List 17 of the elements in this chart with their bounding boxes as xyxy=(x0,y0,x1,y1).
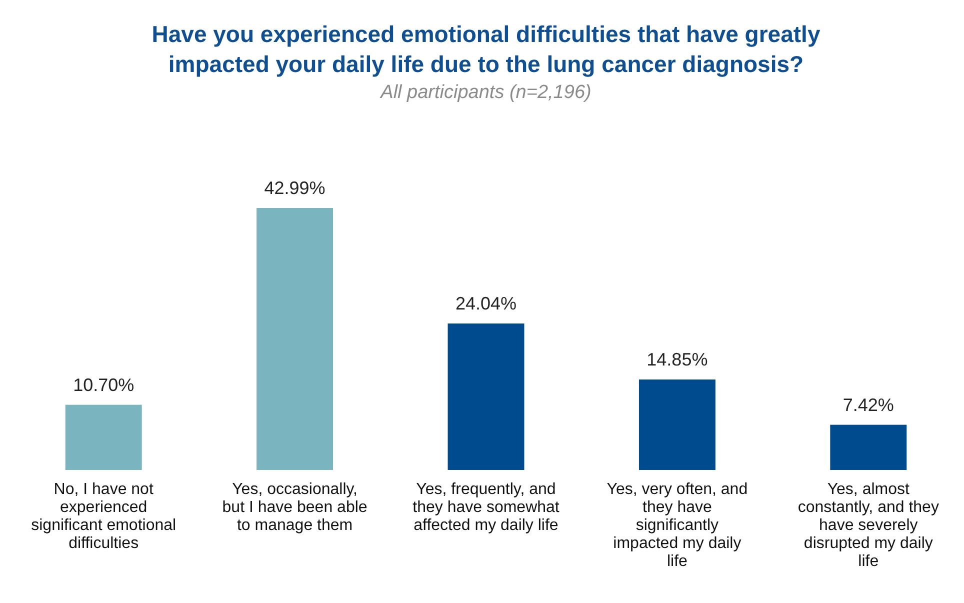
bar xyxy=(448,323,524,470)
x-tick-label: Yes, almost constantly, and they have severely disrupted my daily life xyxy=(798,481,939,570)
bar xyxy=(256,208,334,470)
x-tick-label: Yes, very often, and they have significantly impacted my daily life xyxy=(606,481,748,570)
bar xyxy=(638,380,716,470)
bar xyxy=(830,424,907,470)
chart-subtitle: All participants (n=2,196) xyxy=(380,82,592,103)
data-label: 10.70% xyxy=(73,374,134,395)
chart-title: Have you experienced emotional difficulties that have greatly impacted your daily life due to the lung cancer diagnosis? xyxy=(152,21,820,77)
bar xyxy=(65,404,142,470)
data-label: 7.42% xyxy=(842,394,894,415)
data-label: 24.04% xyxy=(455,293,517,314)
x-tick-label: Yes, frequently, and they have somewhat affected my daily life xyxy=(412,481,560,534)
data-label: 14.85% xyxy=(646,350,708,370)
x-tick-label: Yes, occasionally, but I have been able to manage them xyxy=(222,481,368,534)
x-tick-label: No, I have not experienced significant emotional difficulties xyxy=(31,481,176,552)
data-label: 42.99% xyxy=(264,178,326,198)
